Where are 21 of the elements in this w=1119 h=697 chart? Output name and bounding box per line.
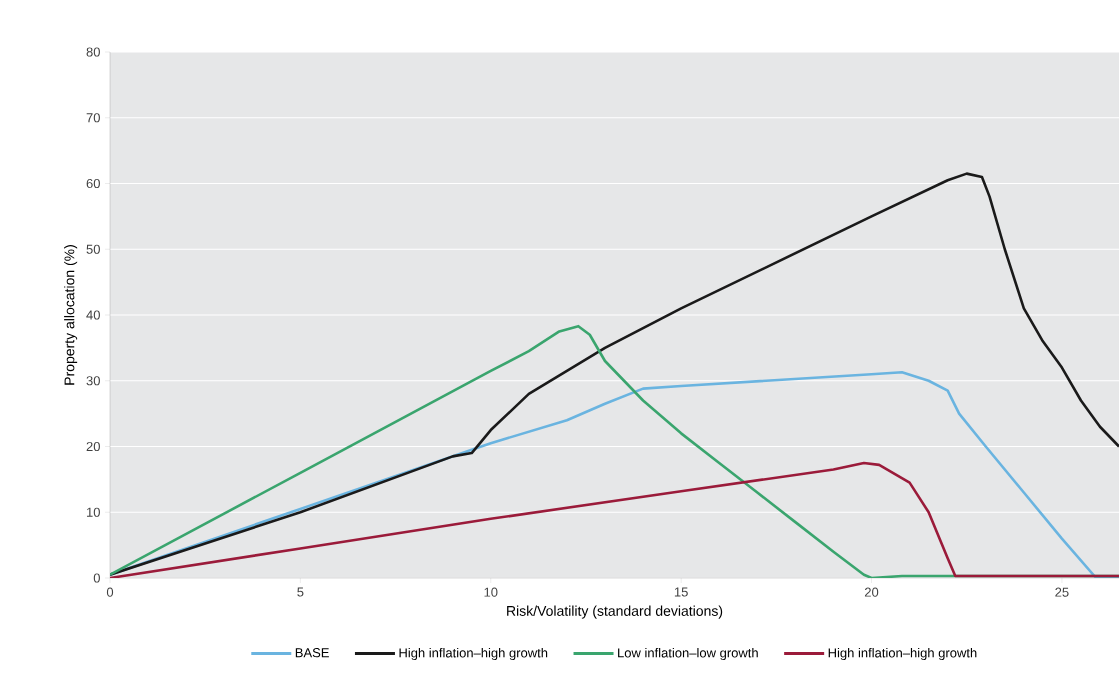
y-tick-label: 10 <box>86 507 100 517</box>
legend-label: High inflation–high growth <box>399 647 548 661</box>
y-tick-label: 80 <box>86 47 100 57</box>
legend-label: BASE <box>295 648 329 658</box>
legend-label: High inflation–high growth <box>828 647 977 661</box>
x-tick-label: 20 <box>864 587 879 597</box>
y-tick-label: 70 <box>86 113 100 123</box>
x-tick-label: 15 <box>674 587 688 597</box>
y-tick-label: 60 <box>86 178 100 189</box>
x-tick-label: 25 <box>1055 587 1069 597</box>
y-tick-label: 0 <box>93 573 100 583</box>
x-tick-label: 10 <box>484 587 498 597</box>
y-tick-label: 50 <box>86 244 100 254</box>
y-tick-label: 20 <box>86 441 100 452</box>
y-tick-label: 30 <box>86 376 100 386</box>
y-axis-title: Property allocation (%) <box>64 245 78 385</box>
x-tick-label: 5 <box>297 587 304 597</box>
x-axis-title: Risk/Volatility (standard deviations) <box>507 605 723 619</box>
x-tick-label: 0 <box>106 587 114 597</box>
y-tick-label: 40 <box>86 310 100 320</box>
legend-label: Low inflation–low growth <box>618 647 758 661</box>
